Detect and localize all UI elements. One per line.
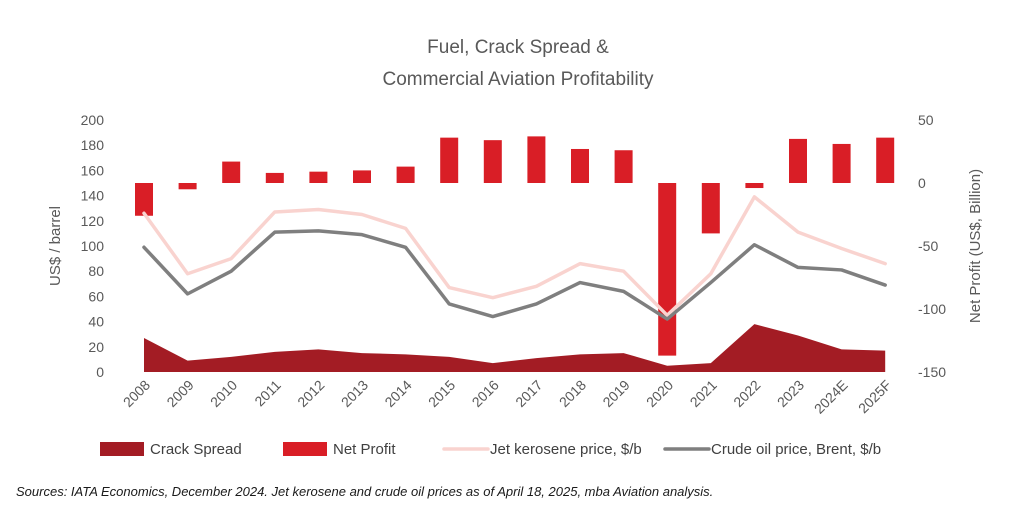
legend-swatch bbox=[100, 442, 144, 456]
left-tick-label: 0 bbox=[96, 364, 104, 380]
x-tick-label: 2016 bbox=[469, 377, 502, 410]
x-tick-label: 2015 bbox=[425, 377, 458, 410]
right-tick-label: -100 bbox=[918, 301, 946, 317]
left-tick-label: 40 bbox=[88, 314, 104, 330]
left-tick-label: 120 bbox=[81, 213, 105, 229]
x-tick-label: 2023 bbox=[774, 377, 807, 410]
left-tick-label: 20 bbox=[88, 339, 104, 355]
net-profit-bar bbox=[789, 138, 807, 183]
legend-swatch bbox=[283, 442, 327, 456]
net-profit-bar bbox=[265, 172, 284, 183]
x-axis-ticks: 2008 2009 2010 2011 2012 2013 2014 2015 2016 2017… bbox=[120, 377, 895, 417]
chart-title: Fuel, Crack Spread & Commercial Aviation… bbox=[382, 37, 654, 90]
left-tick-label: 180 bbox=[81, 137, 105, 153]
x-tick-label: 2018 bbox=[556, 377, 589, 410]
x-tick-label: 2024E bbox=[811, 377, 851, 417]
x-tick-label: 2017 bbox=[512, 377, 545, 410]
net-profit-bar bbox=[353, 170, 371, 183]
x-tick-label: 2021 bbox=[687, 377, 720, 410]
title-line-1: Fuel, Crack Spread & bbox=[427, 37, 609, 58]
x-tick-label: 2010 bbox=[207, 377, 240, 410]
net-profit-bar bbox=[658, 183, 677, 356]
x-tick-label: 2008 bbox=[120, 377, 153, 410]
right-tick-label: -150 bbox=[918, 364, 946, 380]
right-axis-ticks: -150 -100 -50 0 50 bbox=[918, 112, 946, 380]
legend-label: Net Profit bbox=[333, 441, 396, 458]
net-profit-bar bbox=[745, 183, 764, 189]
legend-label: Crude oil price, Brent, $/b bbox=[711, 441, 881, 458]
right-tick-label: 50 bbox=[918, 112, 934, 128]
net-profit-bar bbox=[396, 166, 415, 183]
net-profit-bar bbox=[527, 136, 546, 183]
x-tick-label: 2011 bbox=[251, 377, 284, 410]
legend: Crack Spread Net Profit Jet kerosene price… bbox=[100, 441, 881, 458]
source-note: Sources: IATA Economics, December 2024. … bbox=[16, 484, 714, 499]
x-tick-label: 2019 bbox=[599, 377, 632, 410]
net-profit-bar bbox=[178, 183, 197, 190]
net-profit-bar bbox=[222, 161, 241, 183]
crack-spread-area-layer bbox=[144, 324, 886, 372]
x-tick-label: 2009 bbox=[163, 377, 196, 410]
left-tick-label: 60 bbox=[88, 288, 104, 304]
net-profit-bars bbox=[135, 136, 895, 356]
x-tick-label: 2012 bbox=[294, 377, 327, 410]
legend-label: Crack Spread bbox=[150, 441, 242, 458]
left-tick-label: 200 bbox=[81, 112, 105, 128]
net-profit-bar bbox=[309, 171, 328, 183]
left-axis-ticks: 0 20 40 60 80 100 120 140 160 180 200 bbox=[81, 112, 105, 380]
net-profit-bar bbox=[876, 137, 895, 183]
x-tick-label: 2013 bbox=[338, 377, 371, 410]
right-tick-label: 0 bbox=[918, 175, 926, 191]
net-profit-bar bbox=[832, 143, 851, 183]
jet-kerosene-line bbox=[142, 195, 887, 318]
brent-crude-line bbox=[142, 229, 887, 321]
left-tick-label: 80 bbox=[88, 263, 104, 279]
left-tick-label: 100 bbox=[81, 238, 105, 254]
left-tick-label: 160 bbox=[81, 162, 105, 178]
net-profit-bar bbox=[440, 137, 459, 183]
left-tick-label: 140 bbox=[81, 188, 105, 204]
right-tick-label: -50 bbox=[918, 238, 938, 254]
right-axis-title: Net Profit (US$, Billion) bbox=[967, 169, 984, 323]
net-profit-bar bbox=[135, 183, 153, 216]
left-axis-title: US$ / barrel bbox=[47, 206, 64, 286]
x-tick-label: 2022 bbox=[730, 377, 763, 410]
net-profit-bar bbox=[701, 183, 720, 234]
title-line-2: Commercial Aviation Profitability bbox=[382, 69, 654, 90]
x-tick-label: 2020 bbox=[643, 377, 676, 410]
net-profit-bar bbox=[614, 150, 633, 183]
legend-label: Jet kerosene price, $/b bbox=[490, 441, 642, 458]
x-tick-label: 2014 bbox=[381, 377, 414, 410]
price-lines bbox=[142, 195, 887, 321]
crack-spread-area bbox=[144, 324, 886, 372]
net-profit-bar bbox=[483, 140, 502, 183]
x-tick-label: 2025F bbox=[855, 377, 894, 416]
net-profit-bar bbox=[571, 148, 589, 183]
